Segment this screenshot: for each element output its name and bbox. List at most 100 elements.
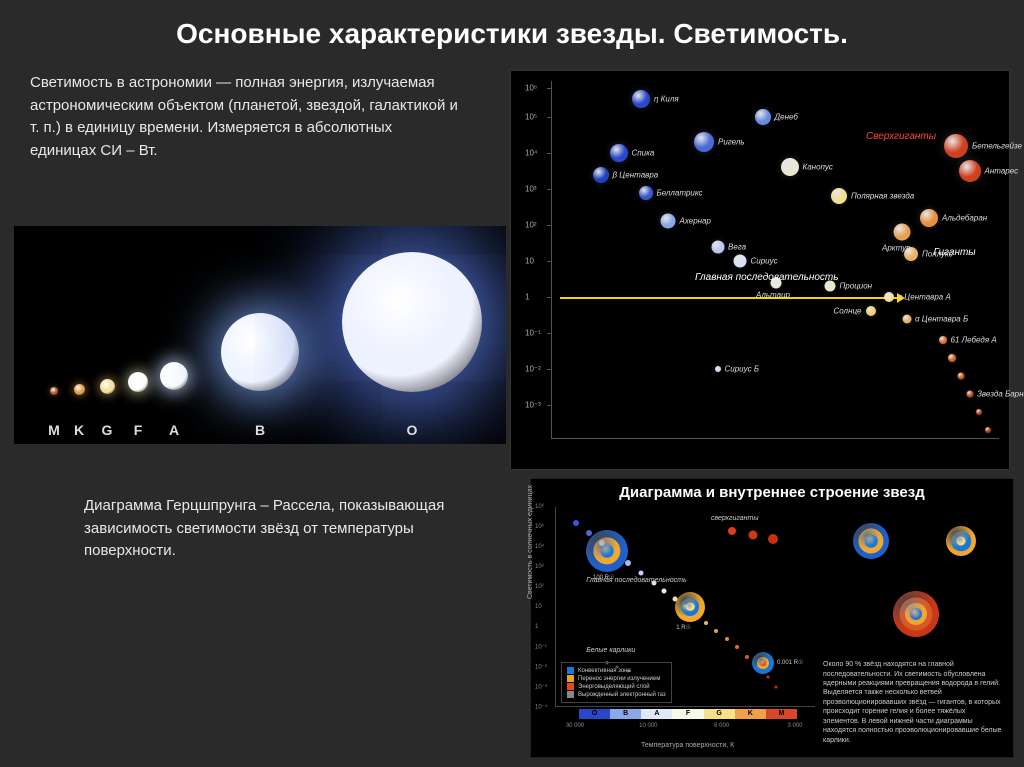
hr-star-label: Антарес xyxy=(985,167,1019,176)
legend-label: Вырожденный электронный газ xyxy=(578,692,666,698)
hr-star xyxy=(771,277,782,288)
hr-star xyxy=(976,409,982,415)
legend-row: Перенос энергии излучением xyxy=(567,675,666,682)
sp-ytick: 10³ xyxy=(535,564,544,570)
hr-star-label: Сириус Б xyxy=(725,365,760,374)
hr-star xyxy=(781,158,799,176)
hr-star-label: Спика xyxy=(632,149,655,158)
spectral-label-G: G xyxy=(99,422,115,438)
hr-star xyxy=(894,224,911,241)
hr-star xyxy=(904,247,918,261)
spectral-star-F xyxy=(128,372,148,392)
sp-region-label: сверхгиганты xyxy=(711,515,759,522)
hr-ytick: 10⁻¹ xyxy=(525,329,541,338)
legend-swatch xyxy=(567,667,574,674)
hr-star xyxy=(939,336,947,344)
spectral-label-K: K xyxy=(71,422,87,438)
hr-star xyxy=(734,255,747,268)
hr-star xyxy=(944,134,968,158)
legend-swatch xyxy=(567,675,574,682)
sp-region-label: Белые карлики xyxy=(586,647,635,654)
star-cutaway xyxy=(586,530,628,572)
structure-info-text: Около 90 % звёзд находятся на главной по… xyxy=(823,660,1003,745)
hr-star xyxy=(661,214,676,229)
spectral-label-O: O xyxy=(404,422,420,438)
hr-star xyxy=(755,109,771,125)
sp-ytick: 10⁵ xyxy=(535,524,544,530)
hr-star-label: Поллукс xyxy=(922,249,953,258)
hr-star xyxy=(866,306,876,316)
sp-xtick: 3 000 xyxy=(787,723,802,729)
hr-ytick: 1 xyxy=(525,293,529,302)
spectral-star-G xyxy=(100,379,115,394)
hr-ytick: 10 xyxy=(525,257,534,266)
sp-ytick: 10⁻⁴ xyxy=(535,704,547,711)
hr-star-label: Ахернар xyxy=(680,217,711,226)
hr-star xyxy=(632,90,650,108)
hr-ytick: 10⁻² xyxy=(525,365,541,374)
hr-ytick: 10⁶ xyxy=(525,84,537,93)
hr-region-label: Главная последовательность xyxy=(695,272,839,283)
hr-star xyxy=(715,366,721,372)
colorbar-seg: M xyxy=(766,709,797,719)
hr-star-label: Денеб xyxy=(775,113,798,122)
star-cutaway-large xyxy=(893,591,939,637)
legend-row: Конвективная зона xyxy=(567,667,666,674)
spectral-star-O xyxy=(342,252,482,392)
hr-star xyxy=(959,160,981,182)
spectral-star-K xyxy=(74,384,85,395)
structure-legend: Конвективная зона Перенос энергии излучен… xyxy=(561,662,672,703)
hr-star xyxy=(825,281,836,292)
sp-xtick: 30 000 xyxy=(566,723,584,729)
hr-star-label: Сириус xyxy=(751,257,778,266)
spectral-colorbar: OBAFGKM xyxy=(579,709,797,719)
cutaway-radius-label: 100 R☉ xyxy=(593,574,614,581)
hr-ytick: 10⁻³ xyxy=(525,401,541,410)
legend-row: Энерговыделяющий слой xyxy=(567,683,666,690)
sp-yaxis-label: Светимость в солнечных единицах xyxy=(527,485,534,599)
hr-star xyxy=(957,373,964,380)
hr-star xyxy=(884,292,894,302)
hr-star-label: η Киля xyxy=(654,95,679,104)
colorbar-seg: A xyxy=(641,709,672,719)
page-title: Основные характеристики звезды. Светимос… xyxy=(0,0,1024,60)
structure-diagram-panel: Диаграмма и внутреннее строение звезд 10… xyxy=(530,478,1014,758)
hr-star xyxy=(711,240,724,253)
sp-ytick: 10⁻¹ xyxy=(535,644,547,651)
hr-star xyxy=(902,314,911,323)
hr-region-label: Сверхгиганты xyxy=(866,131,936,142)
spectral-classes-panel: MKGFABO xyxy=(14,226,506,444)
legend-swatch xyxy=(567,683,574,690)
hr-star-label: 61 Лебедя A xyxy=(951,336,997,345)
sp-ytick: 1 xyxy=(535,624,538,630)
hr-star xyxy=(694,132,714,152)
legend-label: Перенос энергии излучением xyxy=(578,676,660,682)
structure-title: Диаграмма и внутреннее строение звезд xyxy=(531,479,1013,506)
colorbar-seg: B xyxy=(610,709,641,719)
cutaway-radius-label: 1 R☉ xyxy=(676,624,691,631)
sp-ytick: 10 xyxy=(535,604,542,610)
spectral-label-B: B xyxy=(252,422,268,438)
hr-star-label: Беллатрикс xyxy=(657,188,703,197)
hr-star-label: Полярная звезда xyxy=(851,192,914,201)
hr-star-label: Солнце xyxy=(834,307,862,316)
colorbar-seg: G xyxy=(704,709,735,719)
colorbar-seg: K xyxy=(735,709,766,719)
sp-ytick: 10⁶ xyxy=(535,504,544,510)
hr-star xyxy=(966,391,973,398)
hr-ytick: 10⁵ xyxy=(525,113,537,122)
hr-star xyxy=(831,188,847,204)
hr-star-label: α Центавра Б xyxy=(915,314,968,323)
hr-star-label: Альдебаран xyxy=(942,213,987,222)
sp-xaxis-label: Температура поверхности, К xyxy=(641,742,734,749)
spectral-star-A xyxy=(160,362,188,390)
spectral-star-B xyxy=(221,313,299,391)
hr-star-label: Ригель xyxy=(718,138,745,147)
spectral-label-F: F xyxy=(130,422,146,438)
legend-row: Вырожденный электронный газ xyxy=(567,691,666,698)
sp-xtick: 6 000 xyxy=(714,723,729,729)
sp-ytick: 10² xyxy=(535,584,544,590)
hr-star-label: β Центавра xyxy=(613,170,659,179)
hr-star-label: Вега xyxy=(728,242,746,251)
hr-star xyxy=(920,209,938,227)
